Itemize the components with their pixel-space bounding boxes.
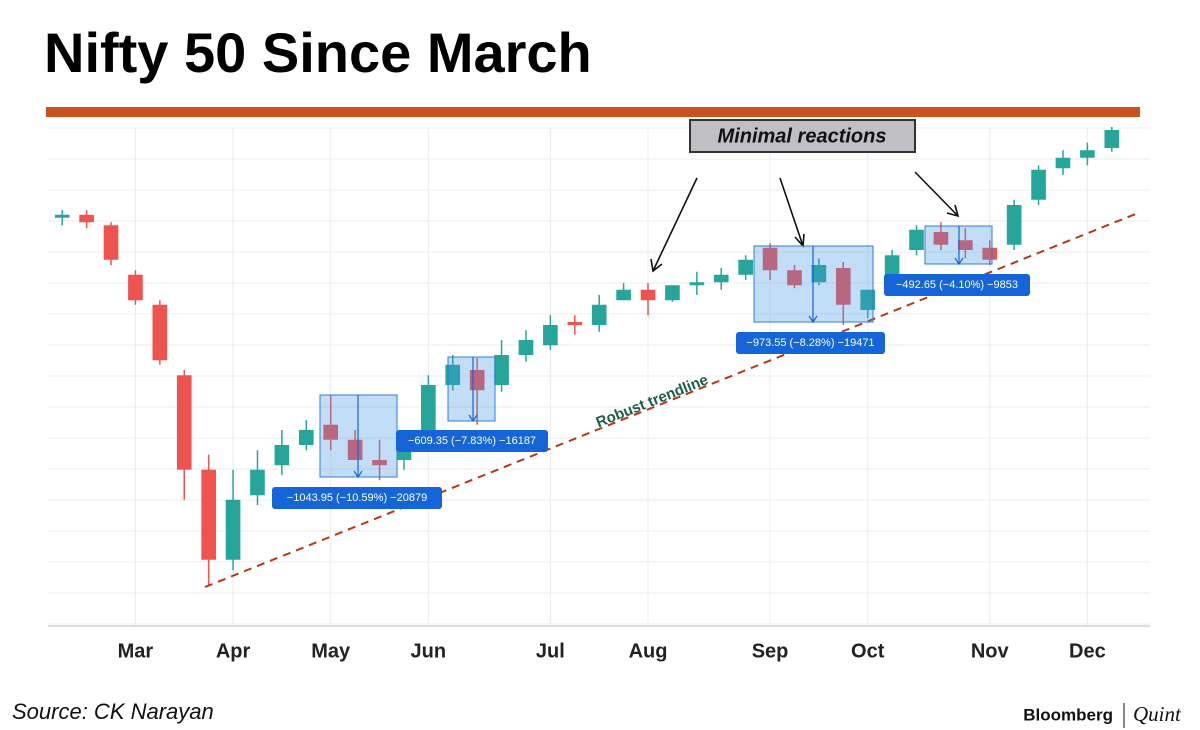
callout-box — [689, 119, 916, 153]
callout-arrows — [650, 171, 960, 273]
brand: Bloomberg — [1023, 705, 1113, 724]
candle-body — [835, 268, 851, 305]
candle-body — [79, 214, 94, 223]
candle-body — [518, 340, 534, 355]
candle-body — [933, 232, 949, 245]
candle-body — [128, 274, 143, 301]
x-tick-label: Jul — [536, 640, 565, 662]
top-rule — [46, 107, 1140, 117]
measure-box — [447, 356, 496, 422]
x-tick-label: Dec — [1069, 640, 1106, 662]
x-tick-label: Sep — [752, 640, 789, 662]
candle-body — [323, 424, 339, 440]
candle-body — [543, 325, 558, 346]
measure-arrow-head — [353, 470, 363, 479]
x-tick-label: Apr — [216, 640, 251, 662]
candle-body — [689, 282, 705, 286]
candle-body — [298, 430, 314, 445]
measure-arrow-head — [954, 257, 964, 266]
measure-label-bg — [396, 430, 548, 452]
candle-body — [225, 499, 241, 560]
candle-body — [274, 445, 290, 466]
callout-text: Minimal reactions — [718, 125, 887, 147]
measure-label-bg — [884, 274, 1030, 296]
x-tick-label: Mar — [118, 640, 154, 662]
arrow — [652, 177, 698, 272]
candle-body — [250, 469, 265, 496]
x-tick-label: Jun — [411, 640, 447, 662]
x-tick-label: May — [311, 640, 351, 662]
x-tick-label: Nov — [971, 640, 1010, 662]
arrow-head — [946, 204, 960, 218]
candle-body — [1031, 169, 1046, 200]
measure-arrow-head — [468, 414, 478, 423]
measure-label: −609.35 (−7.83%) −16187 — [408, 435, 536, 447]
candle-body — [640, 289, 656, 301]
measure-arrow-head — [808, 315, 818, 324]
candle-body — [591, 304, 607, 325]
candle-body — [1055, 157, 1071, 169]
candle-body — [909, 229, 924, 250]
candle-body — [421, 385, 436, 440]
candle-body — [958, 240, 973, 250]
candle-body — [567, 322, 583, 325]
measure-label: −492.65 (−4.10%) −9853 — [896, 279, 1018, 291]
candle-body — [1080, 150, 1095, 158]
candle-body — [1104, 130, 1120, 148]
chart-title: Nifty 50 Since March — [44, 21, 592, 84]
arrow-head — [650, 258, 663, 273]
candle-body — [347, 439, 363, 460]
candle-body — [54, 214, 70, 218]
candle-body — [762, 247, 778, 271]
arrow — [779, 177, 804, 247]
candle-body — [1006, 205, 1022, 245]
candle-body — [982, 247, 998, 260]
candle-body — [152, 304, 168, 361]
candle-body — [884, 255, 900, 280]
arrow — [914, 171, 959, 217]
candle-body — [811, 265, 827, 283]
source: Source: CK Narayan — [12, 699, 214, 724]
x-tick-label: Aug — [629, 640, 668, 662]
measure-label-bg — [272, 487, 442, 509]
measure-label-bg — [736, 332, 885, 354]
candle-body — [445, 364, 461, 385]
candle-body — [103, 225, 119, 260]
candle-body — [176, 375, 192, 470]
candle-body — [665, 285, 680, 301]
candle-body — [494, 355, 509, 385]
candle-body — [713, 274, 729, 283]
x-tick-label: Oct — [851, 640, 885, 662]
candle-body — [201, 469, 216, 560]
brand: Quint — [1133, 702, 1182, 726]
candle-body — [787, 270, 802, 286]
candle-body — [616, 289, 631, 301]
measure-label: −973.55 (−8.28%) −19471 — [746, 337, 874, 349]
candle-body — [738, 259, 753, 275]
candle-body — [860, 289, 876, 310]
measures: −1043.95 (−10.59%) −20879 −609.35 (−7.83%… — [272, 225, 1030, 509]
measure-label: −1043.95 (−10.59%) −20879 — [287, 492, 427, 504]
candle-body — [372, 460, 387, 466]
